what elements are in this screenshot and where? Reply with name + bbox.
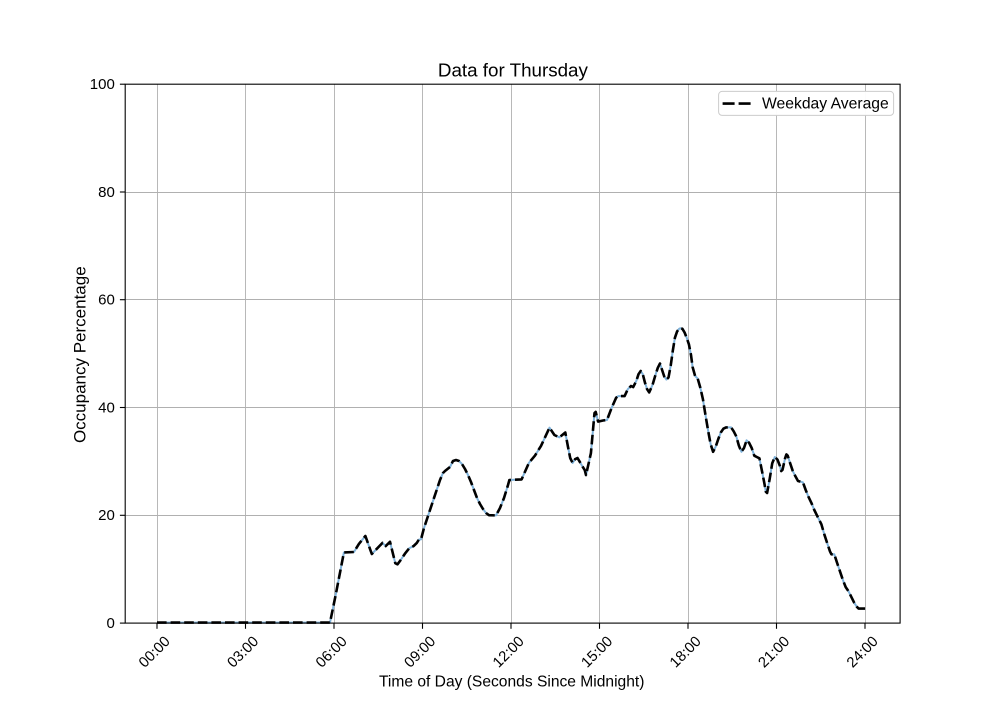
svg-text:Data for Thursday: Data for Thursday — [438, 59, 589, 80]
svg-text:60: 60 — [98, 292, 115, 309]
svg-text:Occupancy Percentage: Occupancy Percentage — [71, 266, 90, 443]
svg-text:80: 80 — [98, 184, 115, 201]
svg-text:Time of Day (Seconds Since Mid: Time of Day (Seconds Since Midnight) — [379, 674, 645, 691]
svg-text:40: 40 — [98, 399, 115, 416]
svg-text:20: 20 — [98, 507, 115, 524]
svg-text:0: 0 — [106, 615, 114, 632]
svg-text:Weekday Average: Weekday Average — [762, 95, 889, 112]
svg-text:100: 100 — [90, 76, 115, 93]
